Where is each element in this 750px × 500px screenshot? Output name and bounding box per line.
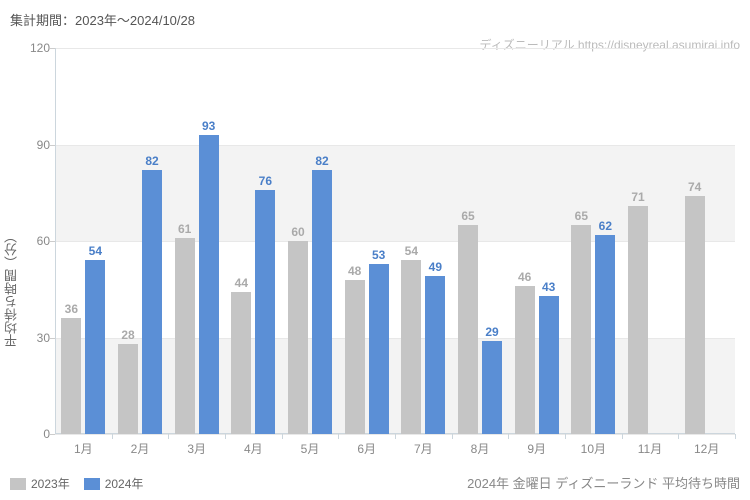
y-tick-label: 60 — [25, 234, 50, 248]
bar: 53 — [369, 264, 389, 434]
bar-value-label: 48 — [345, 264, 365, 278]
bar: 65 — [458, 225, 478, 434]
bar: 82 — [312, 170, 332, 434]
bar: 76 — [255, 190, 275, 434]
bar-value-label: 74 — [685, 180, 705, 194]
bar-value-label: 65 — [458, 209, 478, 223]
bar-value-label: 82 — [142, 154, 162, 168]
legend-item: 2023年 — [10, 475, 70, 492]
x-tick-mark — [395, 434, 396, 439]
bar: 93 — [199, 135, 219, 434]
bar-value-label: 76 — [255, 174, 275, 188]
bar: 60 — [288, 241, 308, 434]
x-tick-label: 5月 — [301, 440, 320, 457]
y-axis-label: 平均待ち時間（分） — [2, 230, 21, 347]
x-tick-mark — [735, 434, 736, 439]
bar: 29 — [482, 341, 502, 434]
x-tick-mark — [282, 434, 283, 439]
bar-value-label: 60 — [288, 225, 308, 239]
bar: 43 — [539, 296, 559, 434]
x-tick-label: 9月 — [527, 440, 546, 457]
y-tick-label: 90 — [25, 138, 50, 152]
bar: 54 — [85, 260, 105, 434]
bar-value-label: 46 — [515, 270, 535, 284]
bar: 54 — [401, 260, 421, 434]
x-tick-mark — [112, 434, 113, 439]
x-tick-label: 8月 — [471, 440, 490, 457]
x-tick-mark — [168, 434, 169, 439]
x-tick-label: 4月 — [244, 440, 263, 457]
bar-value-label: 93 — [199, 119, 219, 133]
legend-swatch — [84, 478, 100, 490]
x-tick-mark — [338, 434, 339, 439]
bar-value-label: 43 — [539, 280, 559, 294]
gridline — [55, 48, 735, 49]
legend-label: 2023年 — [31, 475, 70, 492]
bar: 82 — [142, 170, 162, 434]
plot-area: 03060901201月36542月28823月61934月44765月6082… — [55, 48, 735, 434]
x-tick-mark — [225, 434, 226, 439]
bar-value-label: 44 — [231, 276, 251, 290]
bar: 74 — [685, 196, 705, 434]
bar-value-label: 71 — [628, 190, 648, 204]
x-tick-label: 1月 — [74, 440, 93, 457]
bar: 49 — [425, 276, 445, 434]
bar: 46 — [515, 286, 535, 434]
bar: 36 — [61, 318, 81, 434]
x-tick-mark — [678, 434, 679, 439]
y-tick-label: 120 — [25, 41, 50, 55]
x-tick-label: 11月 — [638, 440, 662, 457]
bar-value-label: 61 — [175, 222, 195, 236]
y-tick-mark — [50, 434, 55, 435]
bar: 62 — [595, 235, 615, 434]
x-tick-label: 7月 — [414, 440, 433, 457]
x-tick-mark — [565, 434, 566, 439]
y-axis — [55, 48, 56, 434]
bar-value-label: 53 — [369, 248, 389, 262]
bar-value-label: 54 — [401, 244, 421, 258]
x-tick-label: 6月 — [357, 440, 376, 457]
bar-value-label: 29 — [482, 325, 502, 339]
chart-container: 集計期間：2023年～2024/10/28 ディズニーリアル https://d… — [0, 0, 750, 500]
legend-swatch — [10, 478, 26, 490]
bar: 28 — [118, 344, 138, 434]
bar: 61 — [175, 238, 195, 434]
y-tick-label: 0 — [25, 427, 50, 441]
y-tick-label: 30 — [25, 331, 50, 345]
bar-value-label: 28 — [118, 328, 138, 342]
bar-value-label: 65 — [571, 209, 591, 223]
bar-value-label: 82 — [312, 154, 332, 168]
x-tick-mark — [452, 434, 453, 439]
x-tick-mark — [508, 434, 509, 439]
gridline — [55, 145, 735, 146]
x-tick-mark — [622, 434, 623, 439]
bar: 48 — [345, 280, 365, 434]
bar-value-label: 49 — [425, 260, 445, 274]
x-tick-label: 10月 — [581, 440, 606, 457]
bar-value-label: 62 — [595, 219, 615, 233]
bar: 44 — [231, 292, 251, 434]
bar-value-label: 54 — [85, 244, 105, 258]
x-tick-label: 12月 — [694, 440, 719, 457]
period-label: 集計期間：2023年～2024/10/28 — [10, 10, 195, 29]
x-tick-label: 3月 — [187, 440, 206, 457]
legend-label: 2024年 — [105, 475, 144, 492]
x-tick-label: 2月 — [131, 440, 150, 457]
bar: 65 — [571, 225, 591, 434]
bar-value-label: 36 — [61, 302, 81, 316]
footer-caption: 2024年 金曜日 ディズニーランド 平均待ち時間 — [467, 473, 740, 492]
bar: 71 — [628, 206, 648, 434]
legend: 2023年 2024年 — [10, 475, 143, 492]
legend-item: 2024年 — [84, 475, 144, 492]
